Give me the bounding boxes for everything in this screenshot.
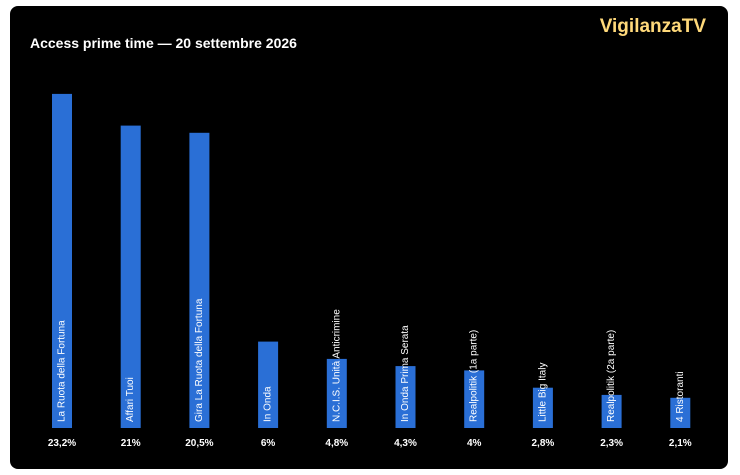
value-label-10: 2,1% [669, 438, 692, 449]
value-label-1: 23,2% [48, 438, 76, 449]
bar-chart: La Ruota della Fortuna 23,2% Affari Tuoi 21… [48, 93, 692, 449]
value-label-8: 2,8% [532, 438, 555, 449]
category-label-3: Gira La Ruota della Fortuna [194, 298, 205, 422]
value-label-5: 4,8% [325, 438, 348, 449]
value-label-7: 4% [467, 438, 482, 449]
value-label-3: 20,5% [185, 438, 213, 449]
value-label-2: 21% [121, 438, 141, 449]
category-label-2: Affari Tuoi [125, 377, 136, 422]
value-label-6: 4,3% [394, 438, 417, 449]
chart-title: Access prime time — 20 settembre 2026 [30, 35, 297, 51]
bar-2 [120, 125, 141, 428]
bar-7 [464, 370, 485, 428]
category-label-1: La Ruota della Fortuna [57, 320, 68, 422]
bar-10 [670, 397, 691, 428]
bar-4 [258, 341, 279, 428]
category-label-10: 4 Ristoranti [675, 371, 686, 422]
category-label-9: Realpolitik (2a parte) [606, 330, 617, 422]
bar-5 [326, 358, 347, 428]
value-label-9: 2,3% [600, 438, 623, 449]
category-label-7: Realpolitik (1a parte) [469, 330, 480, 422]
chart-card: Access prime time — 20 settembre 2026 Vi… [10, 6, 728, 469]
value-label-4: 6% [261, 438, 276, 449]
bar-8 [532, 387, 553, 428]
brand-logo: VigilanzaTV [599, 16, 706, 37]
category-label-8: Little Big Italy [537, 363, 548, 422]
category-label-5: N.C.I.S. Unità Anticrimine [331, 309, 342, 422]
bar-3 [189, 132, 210, 429]
category-label-4: In Onda [263, 386, 274, 422]
bar-9 [601, 394, 622, 428]
bar-6 [395, 366, 416, 428]
category-label-6: In Onda Prima Serata [400, 325, 411, 422]
bar-1 [52, 93, 72, 429]
